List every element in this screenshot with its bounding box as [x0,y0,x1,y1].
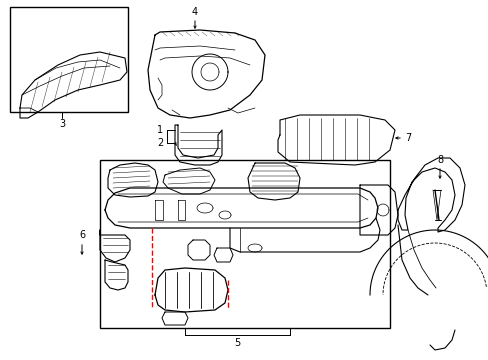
Bar [100,160,389,328]
Text: 3: 3 [59,119,65,129]
Text: 6: 6 [79,230,85,240]
Text: 5: 5 [233,338,240,348]
Text: 1: 1 [157,125,163,135]
Text: 4: 4 [192,7,198,17]
Text: 8: 8 [436,155,442,165]
Bar [10,7,128,112]
Text: 2: 2 [157,138,163,148]
Text: 7: 7 [404,133,410,143]
